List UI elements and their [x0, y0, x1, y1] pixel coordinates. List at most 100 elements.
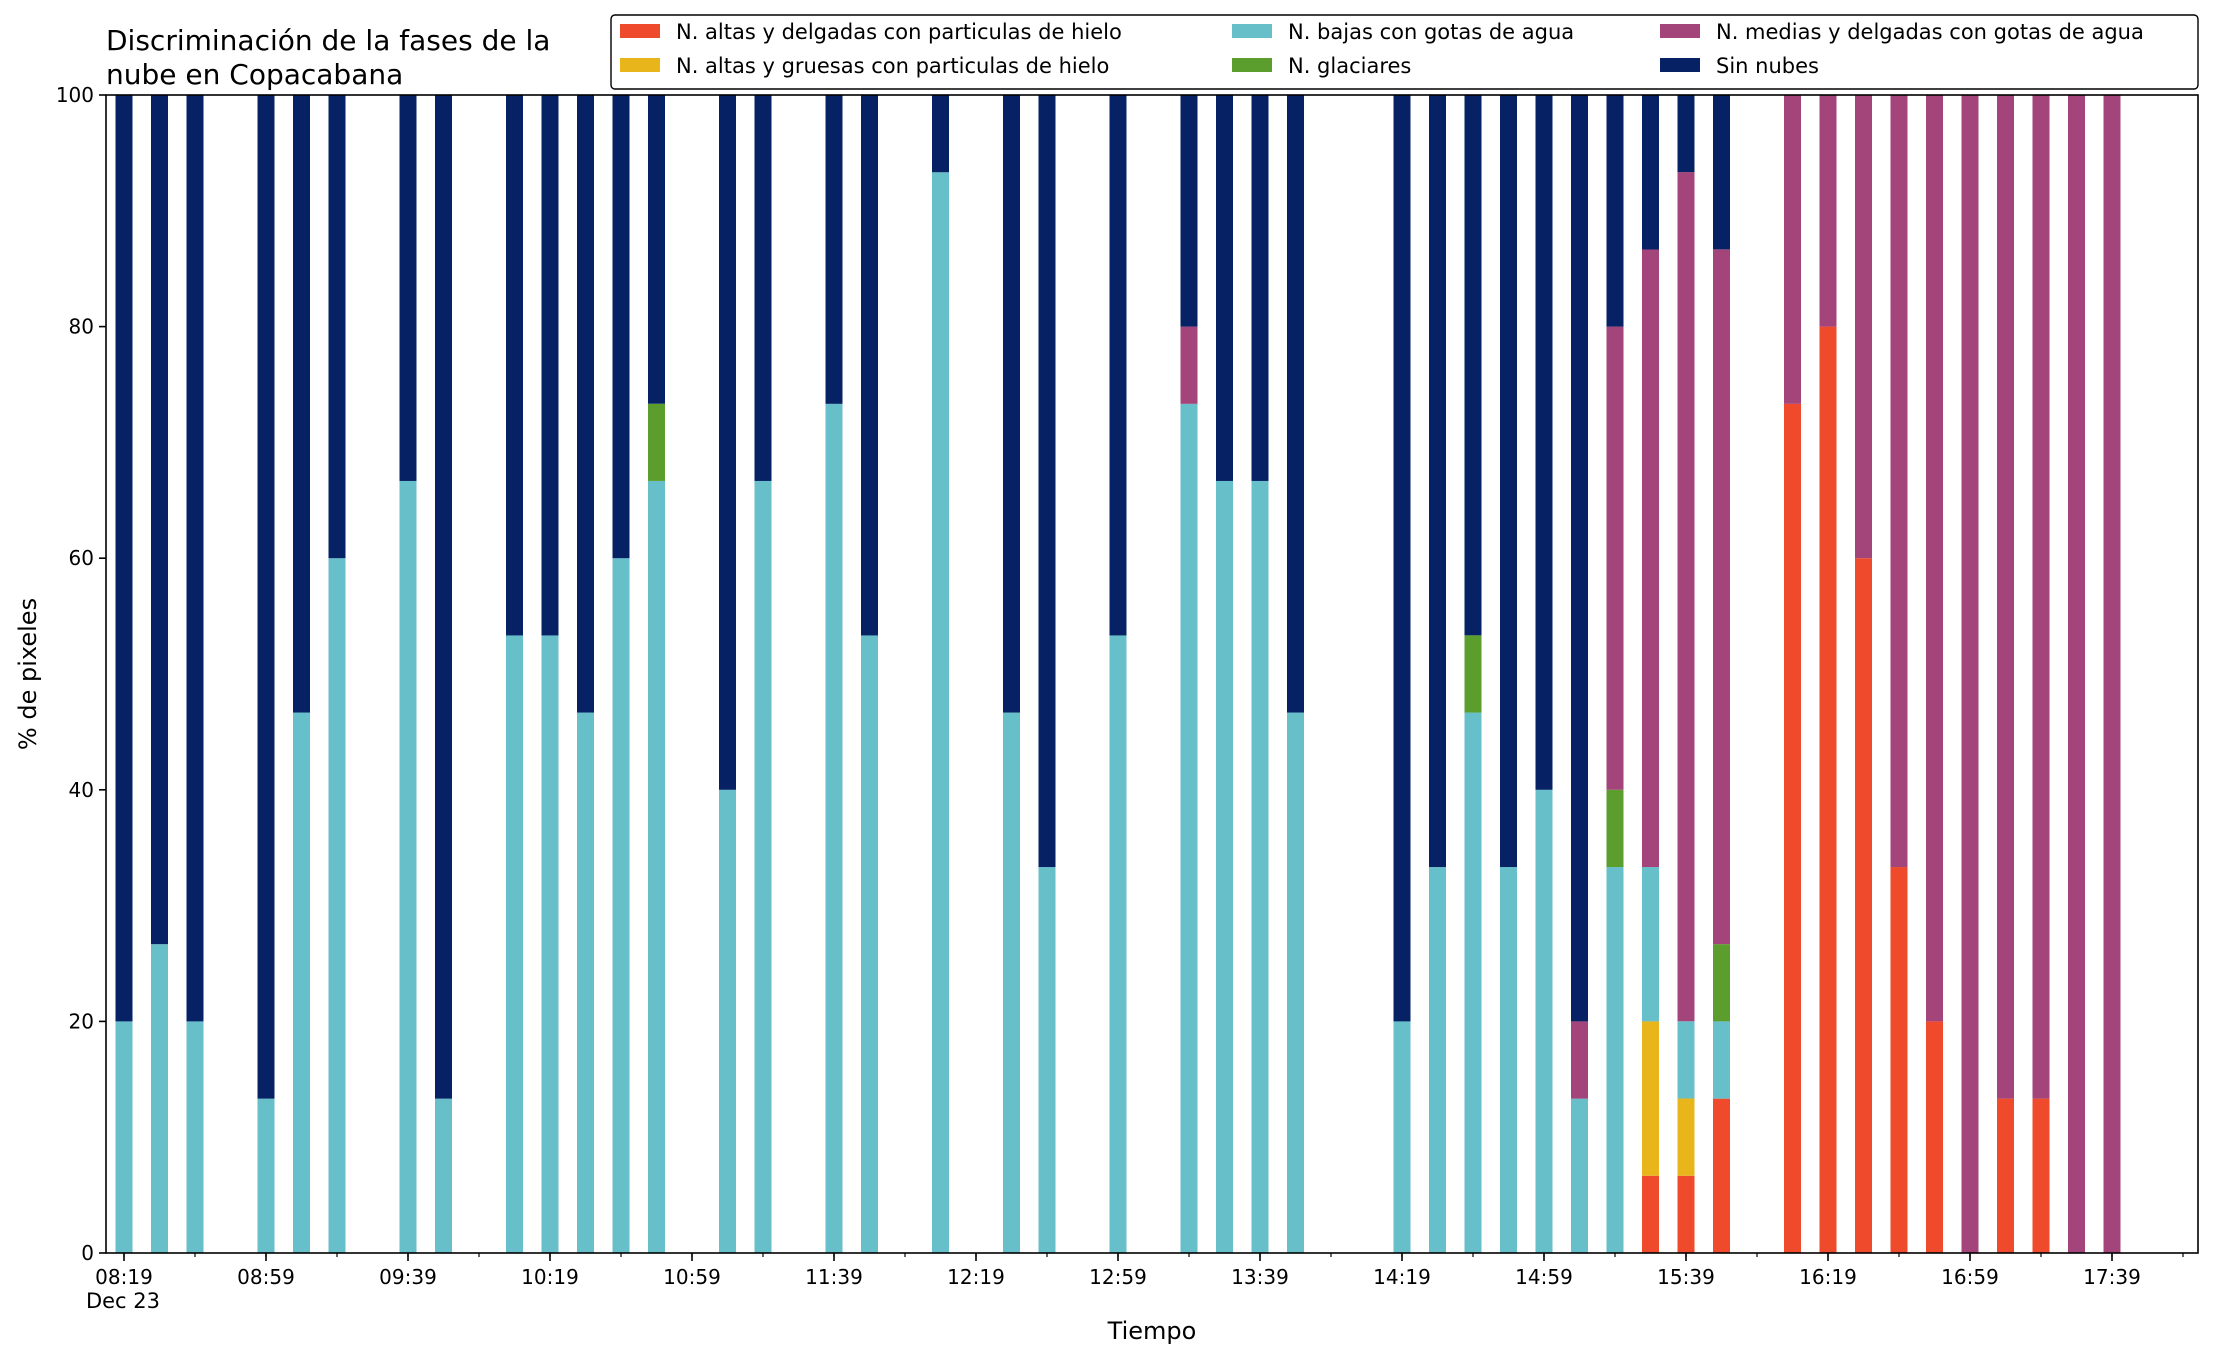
bar-segment-s2-1339 [1251, 480, 1269, 1254]
bar-segment-s2-1209 [932, 172, 949, 1254]
bar-segment-s0-1709 [1997, 1098, 2014, 1253]
x-tick-label-1259: 12:59 [1089, 1265, 1147, 1289]
bar-segment-s2-1449 [1500, 867, 1517, 1253]
bar-segment-s0-1639 [1890, 867, 1908, 1253]
bar-segment-s5-1539 [1677, 94, 1695, 173]
bar-segment-s2-1549 [1713, 1021, 1730, 1099]
x-axis-date-label: Dec 23 [86, 1289, 160, 1313]
bar-segment-s2-1119 [754, 480, 772, 1254]
x-tick-label-0939: 09:39 [379, 1265, 437, 1289]
bar-segment-s2-1049 [648, 480, 665, 1254]
bar-segment-s0-1649 [1926, 1021, 1943, 1253]
x-tick-label-1659: 16:59 [1941, 1265, 1999, 1289]
bar-segment-s2-1519 [1606, 867, 1624, 1253]
bar-segment-s2-1109 [719, 789, 736, 1253]
chart-title-line-2: nube en Copacabana [106, 58, 403, 91]
legend-swatch-0 [620, 24, 660, 38]
y-tick-label-20: 20 [69, 1009, 94, 1033]
bar-segment-s2-1439 [1464, 712, 1482, 1253]
bar-segment-s2-1019 [541, 635, 559, 1253]
legend-label-2: N. bajas con gotas de agua [1288, 20, 1574, 44]
bar-segment-s0-1619 [1819, 326, 1837, 1254]
bar-segment-s5-1049 [648, 94, 665, 404]
bar-segment-s5-1119 [754, 95, 772, 481]
y-axis-label: % de pixeles [14, 598, 42, 750]
bar-segment-s5-1459 [1535, 95, 1553, 790]
bar-segment-s0-1529 [1642, 1175, 1659, 1253]
bar-segment-s3-1439 [1464, 635, 1482, 713]
plot-frame [105, 94, 2199, 1254]
bar-segment-s2-1329 [1216, 480, 1233, 1254]
x-tick-label-1339: 13:39 [1231, 1265, 1289, 1289]
bar-segment-s2-0839 [186, 1021, 204, 1253]
bar-segment-s5-1349 [1287, 95, 1304, 713]
bar-segment-s5-1319 [1180, 95, 1198, 327]
bar-segment-s5-1239 [1038, 95, 1056, 868]
x-tick-label-1019: 10:19 [521, 1265, 579, 1289]
bar-segment-s5-1529 [1642, 95, 1659, 250]
bar-segment-s3-1519 [1606, 789, 1624, 868]
x-tick-label-1139: 11:39 [805, 1265, 863, 1289]
bar-segment-s4-1509 [1571, 1021, 1588, 1099]
bar-segment-s2-1349 [1287, 712, 1304, 1253]
bar-segment-s5-1419 [1393, 95, 1411, 1022]
bar-segment-s0-1549 [1713, 1098, 1730, 1253]
bar-segment-s5-0839 [186, 95, 204, 1022]
bar-segment-s1-1539 [1677, 1098, 1695, 1176]
y-tick-label-60: 60 [69, 546, 94, 570]
bar-segment-s2-1259 [1109, 635, 1127, 1253]
bar-segment-s5-1209 [932, 95, 949, 173]
bar-segment-s2-0859 [257, 1098, 275, 1253]
bar-segment-s4-1629 [1855, 95, 1872, 559]
legend-swatch-1 [620, 58, 660, 72]
bar-segment-s5-1139 [825, 95, 843, 404]
bar-segment-s2-1149 [861, 635, 878, 1253]
bar-segment-s5-1519 [1606, 95, 1624, 327]
bar-segment-s0-1719 [2032, 1098, 2050, 1253]
bar-segment-s0-1609 [1784, 403, 1801, 1254]
bar-segment-s5-0939 [399, 95, 417, 481]
bar-segment-s4-1549 [1713, 249, 1730, 945]
bar-segment-s4-1619 [1819, 95, 1837, 327]
bar-segment-s3-1549 [1713, 944, 1730, 1022]
bar-segment-s4-1659 [1961, 95, 1979, 1253]
chart-title-line-1: Discriminación de la fases de la [106, 24, 550, 57]
bar-segment-s2-1139 [825, 403, 843, 1254]
legend-label-3: N. glaciares [1288, 54, 1411, 78]
bar-segment-s4-1539 [1677, 172, 1695, 1022]
bar-segment-s2-0909 [293, 712, 310, 1253]
legend-label-5: Sin nubes [1716, 54, 1819, 78]
bar-segment-s2-1039 [612, 558, 630, 1253]
bar-segment-s5-1549 [1713, 95, 1730, 250]
x-axis-label: Tiempo [1107, 1317, 1197, 1345]
bar-segment-s4-1709 [1997, 95, 2014, 1099]
bar-segment-s2-0949 [435, 1098, 452, 1253]
bar-segment-s1-1529 [1642, 1021, 1659, 1176]
x-tick-label-1539: 15:39 [1657, 1265, 1715, 1289]
bar-segment-s2-0919 [328, 558, 346, 1253]
bar-segment-s5-0859 [257, 95, 275, 1099]
bar-segment-s2-0829 [151, 944, 168, 1253]
bar-segment-s2-1009 [506, 635, 523, 1253]
bar-segment-s4-1639 [1890, 95, 1908, 868]
bar-segment-s5-0949 [435, 95, 452, 1099]
y-tick-label-80: 80 [69, 315, 94, 339]
axes-layer [105, 94, 2199, 1254]
bar-segment-s5-1009 [506, 95, 523, 636]
bar-segment-s0-1629 [1855, 558, 1872, 1253]
bar-segment-s2-1429 [1429, 867, 1446, 1253]
bar-segment-s5-1339 [1251, 95, 1269, 481]
bar-segment-s4-1609 [1784, 95, 1801, 404]
y-tick-label-0: 0 [81, 1241, 94, 1265]
bar-segment-s2-0939 [399, 480, 417, 1254]
legend-swatch-3 [1232, 58, 1272, 72]
bar-segment-s4-1529 [1642, 249, 1659, 868]
bar-segment-s5-1149 [861, 95, 878, 636]
bar-segment-s5-1429 [1429, 95, 1446, 868]
legend-label-1: N. altas y gruesas con particulas de hie… [676, 54, 1109, 78]
legend: N. altas y delgadas con particulas de hi… [610, 14, 2199, 90]
bar-segment-s5-0829 [151, 95, 168, 945]
bar-segment-s5-1439 [1464, 94, 1482, 636]
